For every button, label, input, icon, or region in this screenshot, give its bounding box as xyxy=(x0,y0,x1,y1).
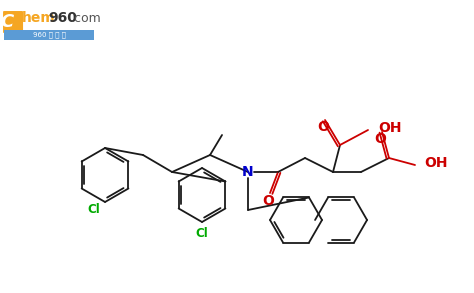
FancyBboxPatch shape xyxy=(4,30,94,40)
Text: OH: OH xyxy=(424,156,447,170)
FancyBboxPatch shape xyxy=(3,11,23,33)
Text: O: O xyxy=(262,194,274,208)
Text: 960: 960 xyxy=(48,11,77,25)
Text: Cl: Cl xyxy=(88,204,100,217)
Text: 960 化 工 网: 960 化 工 网 xyxy=(33,32,65,38)
Text: N: N xyxy=(242,165,254,179)
Text: hem: hem xyxy=(22,11,56,25)
Text: .com: .com xyxy=(71,11,102,25)
Text: OH: OH xyxy=(378,121,401,135)
Text: O: O xyxy=(374,132,386,146)
Text: O: O xyxy=(317,120,329,134)
Text: C: C xyxy=(0,13,14,31)
Text: Cl: Cl xyxy=(196,227,209,241)
